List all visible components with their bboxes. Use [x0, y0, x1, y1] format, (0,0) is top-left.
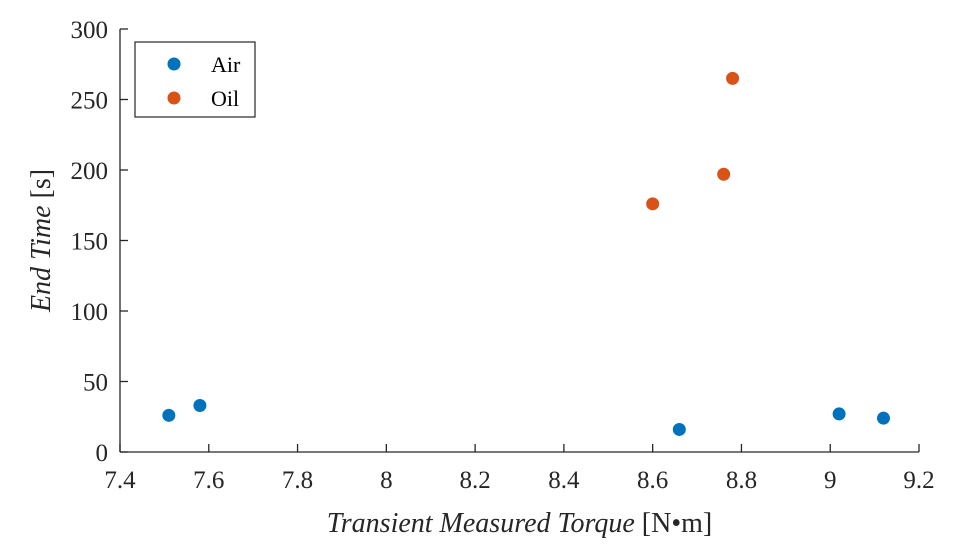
y-tick-label: 0 [96, 440, 109, 467]
x-axis-title: Transient Measured Torque [N•m] [327, 508, 712, 539]
data-point-oil [646, 197, 660, 211]
x-tick-label: 8.8 [726, 467, 757, 494]
x-tick-label: 9 [824, 467, 837, 494]
y-tick-label: 200 [71, 158, 109, 185]
y-tick-label: 100 [71, 299, 109, 326]
x-tick-label: 7.4 [104, 467, 136, 494]
data-point-oil [726, 71, 740, 85]
legend-marker-air [167, 57, 181, 71]
x-axis-ticks: 7.4 7.6 7.8 8 8.2 8.4 8.6 8.8 9 9.2 [104, 444, 935, 494]
data-point-oil [717, 167, 731, 181]
y-axis-title: End Time [s] [26, 169, 57, 313]
x-tick-label: 8 [380, 467, 393, 494]
y-tick-label: 150 [71, 229, 109, 256]
x-tick-label: 8.4 [548, 467, 580, 494]
data-points [162, 71, 890, 436]
legend-box [134, 41, 256, 118]
legend-label-oil: Oil [211, 86, 239, 111]
data-point-air [672, 422, 686, 436]
y-axis-title-unit: [s] [26, 169, 57, 206]
x-tick-label: 9.2 [903, 467, 934, 494]
legend-label-air: Air [211, 52, 241, 77]
x-axis-title-main: Transient Measured Torque [327, 508, 635, 539]
data-point-air [876, 411, 890, 425]
x-axis-title-unit: [N•m] [635, 508, 712, 539]
legend: Air Oil [134, 41, 256, 118]
y-tick-label: 300 [71, 17, 109, 44]
y-tick-label: 250 [71, 88, 109, 115]
legend-marker-oil [167, 91, 181, 105]
x-tick-label: 7.8 [282, 467, 313, 494]
y-axis-ticks: 0 50 100 150 200 250 300 [71, 17, 128, 467]
data-point-air [193, 398, 207, 412]
x-tick-label: 7.6 [193, 467, 224, 494]
data-point-air [162, 408, 176, 422]
x-tick-label: 8.6 [637, 467, 668, 494]
y-axis-title-main: End Time [26, 205, 57, 313]
y-tick-label: 50 [83, 370, 108, 397]
data-point-air [832, 407, 846, 421]
x-tick-label: 8.2 [459, 467, 490, 494]
